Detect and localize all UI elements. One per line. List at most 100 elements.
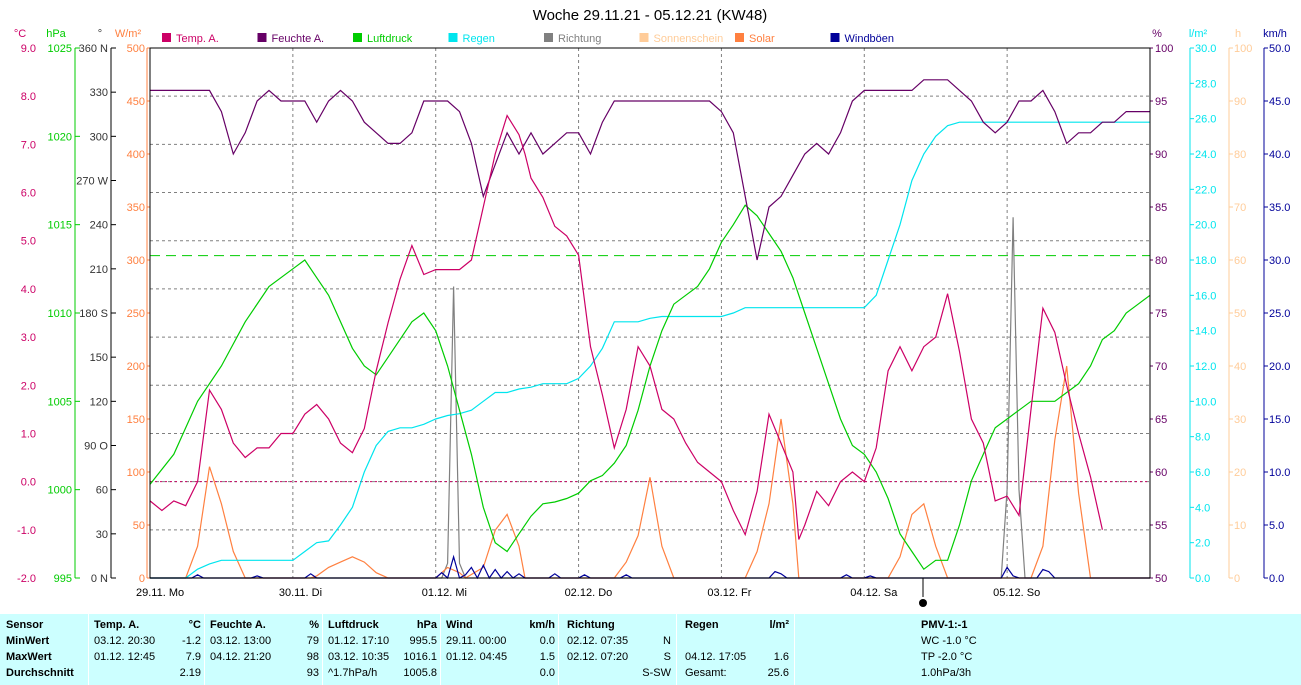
stats-temp-max-value: 7.9	[185, 651, 201, 663]
temp-tick-label: 7.0	[21, 139, 36, 151]
direction-tick-label: 180 S	[79, 308, 108, 320]
pressure-tick-label: 995	[54, 573, 72, 585]
temp-tick-label: 9.0	[21, 43, 36, 55]
direction-tick-label: 240	[90, 220, 108, 232]
stats-wind-unit: km/h	[529, 619, 555, 631]
humidity-tick-label: 95	[1155, 96, 1167, 108]
legend-label: Solar	[749, 33, 775, 45]
temp-tick-label: 5.0	[21, 236, 36, 248]
sunshine-tick-label: 60	[1234, 255, 1246, 267]
stats-pmv-trend: 1.0hPa/3h	[921, 667, 972, 679]
legend: Temp. A. Feuchte A. Luftdruck Regen Richtung…	[162, 33, 894, 45]
sunshine-tick-label: 30	[1234, 414, 1246, 426]
rain-tick-label: 4.0	[1195, 502, 1210, 514]
wind-tick-label: 15.0	[1269, 414, 1290, 426]
stats-pressure-unit: hPa	[416, 619, 437, 631]
sunshine-tick-label: 50	[1234, 308, 1246, 320]
x-tick-label: 30.11. Di	[279, 587, 322, 599]
stats-pmv-header: PMV-1:-1	[921, 619, 968, 631]
stats-pressure-avg: 1005.8	[403, 667, 437, 679]
solar-tick-label: 450	[127, 96, 145, 108]
x-tick-label: 04.12. Sa	[850, 587, 898, 599]
sunshine-unit-label: h	[1235, 28, 1241, 40]
stats-wind-max-value: 1.5	[539, 651, 555, 663]
temp-tick-label: 8.0	[21, 91, 36, 103]
sunshine-tick-label: 90	[1234, 96, 1246, 108]
rain-tick-label: 24.0	[1195, 149, 1216, 161]
stats-rain-header: Regen	[685, 619, 719, 631]
pressure-tick-label: 1010	[48, 308, 72, 320]
rain-tick-label: 2.0	[1195, 538, 1210, 550]
rain-tick-label: 26.0	[1195, 114, 1216, 126]
humidity-tick-label: 55	[1155, 520, 1167, 532]
humidity-tick-label: 85	[1155, 202, 1167, 214]
rain-tick-label: 28.0	[1195, 78, 1216, 90]
series-line-temp-a	[149, 114, 1103, 540]
stats-wind: Wind km/h 29.11. 00:00 0.0 01.12. 04:45 …	[440, 614, 559, 685]
stats-row-min: MinWert	[6, 635, 50, 647]
humidity-tick-label: 75	[1155, 308, 1167, 320]
rain-tick-label: 12.0	[1195, 361, 1216, 373]
stats-humidity-max-value: 98	[306, 651, 319, 663]
stats-humidity-header: Feuchte A.	[210, 619, 266, 631]
stats-direction-min-time: 02.12. 07:35	[567, 635, 629, 647]
x-tick-label: 01.12. Mi	[422, 587, 467, 599]
legend-swatch	[639, 33, 649, 42]
humidity-tick-label: 90	[1155, 149, 1167, 161]
x-tick-label: 03.12. Fr	[707, 587, 751, 599]
wind-tick-label: 0.0	[1269, 573, 1284, 585]
stats-sensor-header: Sensor	[6, 619, 44, 631]
direction-tick-label: 120	[90, 396, 108, 408]
sunshine-tick-label: 40	[1234, 361, 1246, 373]
humidity-tick-label: 50	[1155, 573, 1167, 585]
stats-rain-total-label: Gesamt:	[685, 667, 727, 679]
wind-tick-label: 10.0	[1269, 467, 1290, 479]
solar-tick-label: 400	[127, 149, 145, 161]
sunshine-tick-label: 0	[1234, 573, 1240, 585]
rain-tick-label: 14.0	[1195, 326, 1216, 338]
wind-tick-label: 35.0	[1269, 202, 1290, 214]
legend-label: Regen	[463, 33, 495, 45]
rain-tick-label: 8.0	[1195, 432, 1210, 444]
stats-temp-min-value: -1.2	[182, 635, 201, 647]
legend-label: Windböen	[845, 33, 895, 45]
direction-tick-label: 0 N	[91, 573, 108, 585]
rain-tick-label: 30.0	[1195, 43, 1216, 55]
stats-rain-max-time: 04.12. 17:05	[685, 651, 747, 663]
stats-temp-unit: °C	[188, 619, 201, 631]
direction-tick-label: 210	[90, 264, 108, 276]
stats-wind-min-value: 0.0	[539, 635, 555, 647]
stats-humidity-max-time: 04.12. 21:20	[210, 651, 272, 663]
stats-direction-max-time: 02.12. 07:20	[567, 651, 629, 663]
series-line-feuchte-a	[150, 79, 1150, 261]
solar-tick-label: 150	[127, 414, 145, 426]
stats-pressure-min-time: 01.12. 17:10	[328, 635, 390, 647]
stats-direction-min-value: N	[663, 635, 671, 647]
solar-tick-label: 200	[127, 361, 145, 373]
rain-tick-label: 6.0	[1195, 467, 1210, 479]
series-line-regen	[150, 121, 1150, 579]
humidity-tick-label: 70	[1155, 361, 1167, 373]
temp-tick-label: 4.0	[21, 284, 36, 296]
legend-swatch	[830, 33, 840, 42]
direction-tick-label: 300	[90, 131, 108, 143]
stats-row-max: MaxWert	[6, 651, 52, 663]
pressure-tick-label: 1015	[48, 220, 72, 232]
stats-humidity-min-time: 03.12. 13:00	[210, 635, 272, 647]
humidity-tick-label: 65	[1155, 414, 1167, 426]
direction-tick-label: 150	[90, 352, 108, 364]
legend-swatch	[448, 33, 458, 42]
stats-row-avg: Durchschnitt	[6, 667, 74, 679]
chart-title: Woche 29.11.21 - 05.12.21 (KW48)	[533, 7, 768, 24]
rain-tick-label: 10.0	[1195, 396, 1216, 408]
stats-pmv-windchill: WC -1.0 °C	[921, 635, 977, 647]
stats-rain-max-value: 1.6	[773, 651, 789, 663]
temp-tick-label: 6.0	[21, 188, 36, 200]
direction-unit-label: °	[98, 28, 102, 40]
pressure-tick-label: 1005	[48, 396, 72, 408]
wind-unit-label: km/h	[1263, 28, 1287, 40]
legend-label: Temp. A.	[176, 33, 219, 45]
solar-tick-label: 0	[139, 573, 145, 585]
wind-tick-label: 25.0	[1269, 308, 1290, 320]
stats-rain: Regen l/m² 04.12. 17:05 1.6 Gesamt: 25.6	[676, 614, 795, 685]
